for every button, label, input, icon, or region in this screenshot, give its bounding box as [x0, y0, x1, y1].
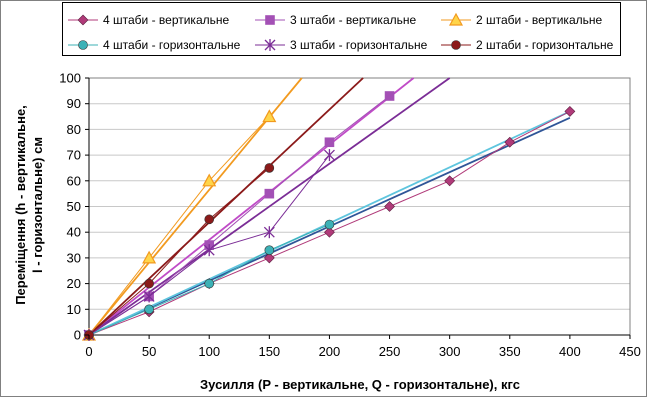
data-point: [263, 252, 275, 264]
x-tick-label: 0: [85, 344, 92, 359]
y-tick-label: 80: [67, 122, 81, 137]
legend-swatch-marker: [264, 39, 276, 51]
legend-swatch-marker: [77, 14, 89, 26]
data-point: [263, 226, 275, 239]
data-point: [324, 219, 335, 230]
data-point: [142, 250, 157, 264]
legend-label: 3 штаби - вертикальне: [290, 13, 417, 27]
x-tick-label: 300: [439, 344, 461, 359]
y-tick-label: 20: [67, 276, 81, 291]
data-point: [323, 149, 335, 162]
y-axis-title-line1: Переміщення (h - вертикальне,: [13, 105, 28, 305]
legend-item: 3 штаби - вертикальне: [255, 13, 417, 27]
x-tick-label: 100: [198, 344, 220, 359]
legend-item: 3 штаби - горизонтальне: [255, 38, 428, 52]
legend-label: 4 штаби - вертикальне: [103, 13, 230, 27]
x-tick-label: 450: [619, 344, 641, 359]
data-point: [264, 188, 275, 199]
x-tick-label: 150: [258, 344, 280, 359]
x-tick-label: 50: [142, 344, 156, 359]
data-point: [204, 214, 215, 225]
legend-label: 3 штаби - горизонтальне: [290, 38, 428, 52]
data-point: [324, 137, 335, 148]
legend-swatch-marker: [451, 40, 461, 50]
legend-swatch-marker: [448, 12, 464, 26]
y-tick-label: 70: [67, 148, 81, 163]
data-point: [144, 304, 154, 315]
legend-label: 2 штаби - вертикальне: [476, 13, 603, 27]
series-line: [88, 116, 270, 336]
y-tick-label: 0: [74, 328, 81, 343]
y-tick-label: 40: [67, 225, 81, 240]
data-point: [264, 245, 275, 255]
x-tick-label: 200: [319, 344, 341, 359]
legend-item: 2 штаби - вертикальне: [441, 12, 603, 27]
y-tick-label: 60: [67, 173, 81, 188]
x-tick-label: 400: [559, 344, 581, 359]
data-point: [204, 278, 215, 289]
y-axis-title-line2: l - горизонтальне) см: [30, 137, 45, 273]
x-tick-label: 350: [499, 344, 521, 359]
legend-swatch-marker: [78, 40, 88, 50]
data-point: [203, 244, 215, 257]
legend-label: 2 штаби - горизонтальне: [476, 38, 614, 52]
x-axis-title: Зусилля (P - вертикальне, Q - горизонтал…: [200, 377, 520, 392]
data-point: [262, 109, 277, 123]
data-point: [384, 91, 395, 101]
legend-item: 4 штаби - горизонтальне: [68, 38, 241, 52]
legend-swatch-marker: [265, 15, 275, 25]
data-point: [202, 173, 217, 187]
tick-labels: 0 10 20 30 40 50 60 70 80 90 100 0 50 100 150 200 250 300…: [59, 71, 641, 360]
data-point: [504, 136, 516, 148]
trendline-6: [88, 77, 364, 336]
trendline-2: [88, 77, 415, 336]
legend-item: 4 штаби - вертикальне: [68, 13, 230, 27]
series-6: [84, 163, 275, 340]
y-tick-label: 10: [67, 302, 81, 317]
legend-label: 4 штаби - горизонтальне: [103, 38, 241, 52]
y-tick-label: 50: [67, 199, 81, 214]
y-tick-label: 100: [59, 71, 81, 86]
data-point: [384, 201, 395, 212]
x-tick-label: 250: [379, 344, 401, 359]
data-point: [444, 175, 456, 187]
legend-item: 2 штаби - горизонтальне: [441, 38, 614, 52]
data-point: [143, 290, 155, 303]
y-tick-label: 90: [67, 96, 81, 111]
data-point: [264, 163, 275, 173]
series-line: [88, 167, 270, 336]
data-point: [564, 105, 576, 117]
legend: 4 штаби - вертикальне 3 штаби - вертикаль…: [62, 2, 621, 56]
legend-box: [62, 2, 621, 56]
data-point: [144, 278, 154, 289]
y-tick-label: 30: [67, 250, 81, 265]
data-point: [324, 226, 335, 238]
